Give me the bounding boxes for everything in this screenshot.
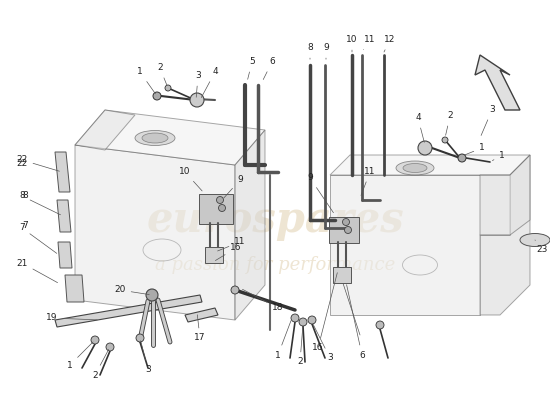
Text: 6: 6 (346, 285, 365, 360)
Text: 18: 18 (243, 289, 284, 312)
Text: 21: 21 (16, 258, 58, 283)
Circle shape (299, 318, 307, 326)
Text: 20: 20 (114, 286, 149, 294)
Text: 22: 22 (16, 156, 59, 171)
FancyBboxPatch shape (199, 194, 233, 224)
Text: 22: 22 (16, 160, 28, 168)
Circle shape (291, 314, 299, 322)
Text: 3: 3 (141, 341, 151, 374)
Circle shape (136, 334, 144, 342)
Text: 1: 1 (492, 150, 505, 160)
Text: 5: 5 (248, 58, 255, 79)
Text: a passion for performance: a passion for performance (155, 256, 395, 274)
Polygon shape (75, 110, 135, 150)
Polygon shape (235, 130, 265, 320)
Ellipse shape (142, 133, 168, 143)
Text: 10: 10 (179, 168, 202, 191)
Circle shape (217, 196, 223, 204)
Polygon shape (480, 155, 530, 235)
Circle shape (458, 154, 466, 162)
Polygon shape (330, 155, 530, 175)
Text: 2: 2 (157, 64, 167, 86)
Circle shape (344, 226, 351, 234)
Text: 17: 17 (194, 315, 206, 342)
Polygon shape (480, 155, 530, 315)
Polygon shape (55, 295, 202, 327)
Circle shape (106, 343, 114, 351)
Circle shape (376, 321, 384, 329)
FancyBboxPatch shape (329, 217, 359, 243)
Polygon shape (58, 242, 72, 268)
Text: 1: 1 (67, 342, 93, 370)
Text: 2: 2 (446, 112, 453, 135)
Text: 8: 8 (19, 192, 60, 215)
Polygon shape (330, 175, 510, 315)
Ellipse shape (396, 161, 434, 175)
Text: 1: 1 (275, 320, 291, 360)
Circle shape (190, 93, 204, 107)
Text: 11: 11 (218, 238, 246, 251)
Polygon shape (75, 110, 265, 165)
Circle shape (231, 286, 239, 294)
Text: 4: 4 (415, 114, 424, 142)
Circle shape (91, 336, 99, 344)
Text: 1: 1 (137, 68, 156, 94)
Text: 2: 2 (297, 327, 303, 366)
Text: 23: 23 (535, 240, 548, 254)
Polygon shape (185, 308, 218, 322)
Circle shape (146, 289, 158, 301)
Polygon shape (57, 200, 71, 232)
FancyBboxPatch shape (333, 267, 351, 283)
Text: 1: 1 (465, 144, 485, 155)
Polygon shape (475, 55, 520, 110)
Text: 16: 16 (216, 244, 242, 260)
Text: 10: 10 (346, 36, 358, 52)
Polygon shape (75, 145, 235, 320)
Ellipse shape (135, 130, 175, 146)
Text: 12: 12 (384, 36, 395, 52)
Text: 16: 16 (312, 273, 337, 352)
Text: 7: 7 (22, 222, 28, 230)
Ellipse shape (520, 234, 550, 246)
Circle shape (153, 92, 161, 100)
Text: 7: 7 (19, 224, 57, 253)
Text: 11: 11 (364, 36, 376, 50)
Text: 19: 19 (46, 314, 97, 322)
Circle shape (418, 141, 432, 155)
Circle shape (218, 204, 226, 212)
Text: 9: 9 (307, 174, 333, 213)
Text: 4: 4 (201, 68, 218, 98)
Text: eurospares: eurospares (146, 199, 404, 241)
Text: 3: 3 (481, 106, 495, 136)
Circle shape (343, 218, 349, 226)
Text: 11: 11 (361, 168, 376, 196)
Text: 9: 9 (224, 176, 243, 198)
Text: 3: 3 (314, 324, 333, 362)
Text: 8: 8 (307, 44, 313, 59)
FancyBboxPatch shape (205, 247, 223, 263)
Text: 9: 9 (323, 44, 329, 59)
Text: 6: 6 (263, 58, 275, 80)
Ellipse shape (403, 164, 427, 172)
Text: 8: 8 (22, 192, 28, 200)
Text: 3: 3 (195, 72, 201, 97)
Polygon shape (65, 275, 84, 302)
Circle shape (308, 316, 316, 324)
Text: 2: 2 (92, 350, 109, 380)
Polygon shape (55, 152, 70, 192)
Circle shape (442, 137, 448, 143)
Circle shape (165, 85, 171, 91)
